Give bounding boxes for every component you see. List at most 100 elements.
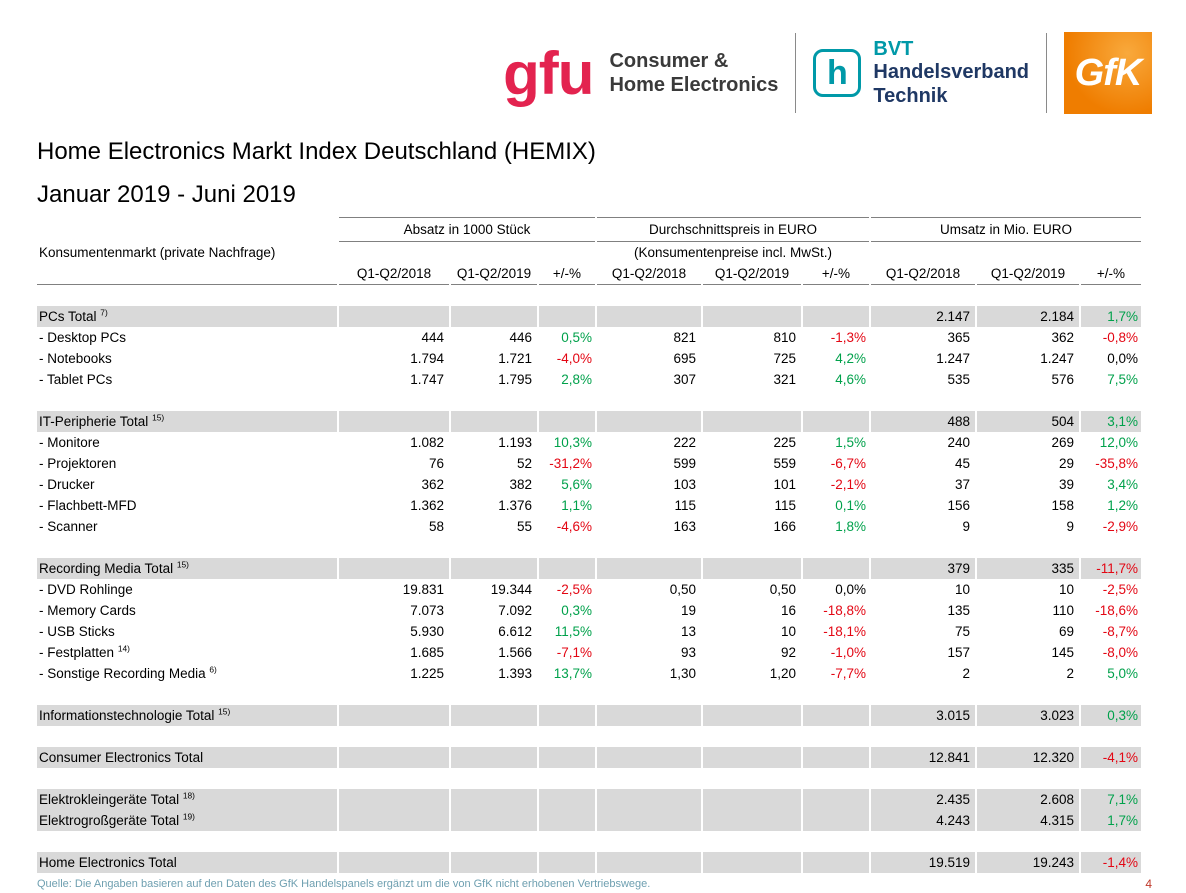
value-cell: 1.082: [410, 435, 444, 450]
value-cell: 2: [1066, 666, 1074, 681]
value-cell: 365: [947, 330, 970, 345]
pct-cell: 1,2%: [1107, 498, 1138, 513]
value-cell: 55: [516, 519, 532, 534]
value-cell: [451, 810, 537, 831]
value-cell: 362: [1051, 330, 1074, 345]
spacer-row: [37, 537, 1141, 558]
section-row: Informationstechnologie Total 15) 3.015 3.…: [37, 705, 1141, 726]
item-row: - Tablet PCs 1.747 1.795 2,8% 307 321 4,6% 535 5…: [37, 369, 1141, 390]
value-cell: 110: [1052, 603, 1074, 618]
value-cell: 1.247: [936, 351, 970, 366]
spacer-cell: [37, 285, 1141, 306]
value-cell: [703, 810, 801, 831]
value-cell: [703, 747, 801, 768]
gfu-wordmark: gfu: [503, 39, 594, 107]
pct-cell: -8,0%: [1102, 645, 1138, 660]
spacer-cell: [37, 768, 1141, 789]
value-cell: 52: [516, 456, 532, 471]
value-cell: 1.362: [410, 498, 444, 513]
group-subtitle-preis: (Konsumentenpreise incl. MwSt.): [633, 244, 833, 260]
value-cell: [339, 852, 449, 873]
value-cell: 810: [773, 330, 796, 345]
section-row: IT-Peripherie Total 15) 488 504 3,1%: [37, 411, 1141, 432]
value-cell: [339, 411, 449, 432]
value-cell: 695: [673, 351, 696, 366]
pct-cell: 13,7%: [553, 666, 592, 681]
gfu-tagline: Consumer & Home Electronics: [609, 49, 778, 97]
value-cell: 39: [1058, 477, 1074, 492]
pct-cell: -2,5%: [1102, 582, 1138, 597]
pct-cell: 0,0%: [1107, 351, 1138, 366]
row-label: Consumer Electronics Total: [37, 747, 337, 768]
value-cell: 10: [1058, 582, 1074, 597]
item-row: - Festplatten 14) 1.685 1.566 -7,1% 93 92 -1,0…: [37, 642, 1141, 663]
pct-cell: 12,0%: [1099, 435, 1138, 450]
value-cell: 1.247: [1040, 351, 1074, 366]
value-cell: [703, 306, 801, 327]
column-header-preis-pct: +/-%: [803, 262, 869, 285]
value-cell: [451, 789, 537, 810]
item-row: - Monitore 1.082 1.193 10,3% 222 225 1,5% 240 26…: [37, 432, 1141, 453]
row-label: - Scanner: [39, 519, 98, 534]
value-cell: 19.243: [977, 852, 1079, 873]
pct-cell: 1,5%: [835, 435, 866, 450]
footnote-marker: 18): [182, 790, 195, 801]
footnote-marker: 6): [209, 664, 217, 675]
value-cell: 821: [673, 330, 696, 345]
group-subtitle-umsatz: [871, 242, 1141, 262]
bvt-text: BVT Handelsverband Technik: [873, 38, 1029, 109]
value-cell: 1.795: [498, 372, 532, 387]
value-cell: [451, 558, 537, 579]
item-row: - Scanner 58 55 -4,6% 163 166 1,8% 9 9 -2,9%: [37, 516, 1141, 537]
pct-cell: 5,0%: [1107, 666, 1138, 681]
pct-cell: -7,7%: [830, 666, 866, 681]
value-cell: 145: [1051, 645, 1074, 660]
value-cell: [703, 789, 801, 810]
pct-cell: 1,8%: [835, 519, 866, 534]
value-cell: 1.685: [410, 645, 444, 660]
group-title-preis: Durchschnittspreis in EURO: [597, 217, 869, 242]
value-cell: 157: [947, 645, 970, 660]
pct-cell: -1,3%: [830, 330, 866, 345]
value-cell: 444: [421, 330, 444, 345]
column-header-absatz-2018: Q1-Q2/2018: [339, 262, 449, 285]
row-label: - Tablet PCs: [39, 372, 113, 387]
row-label: - Notebooks: [39, 351, 112, 366]
footnote-marker: 15): [152, 412, 165, 423]
row-label: Recording Media Total 15): [37, 558, 337, 579]
pct-cell: -1,4%: [1081, 852, 1141, 873]
value-cell: 3.015: [871, 705, 975, 726]
spacer-cell: [37, 390, 1141, 411]
value-cell: 166: [773, 519, 796, 534]
value-cell: 9: [1066, 519, 1074, 534]
value-cell: 9: [962, 519, 970, 534]
bvt-h-icon: h: [813, 49, 862, 97]
spacer-row: [37, 768, 1141, 789]
value-cell: 1.393: [498, 666, 532, 681]
value-cell: [451, 306, 537, 327]
value-cell: [597, 789, 701, 810]
value-cell: 5.930: [410, 624, 444, 639]
row-label: IT-Peripherie Total 15): [37, 411, 337, 432]
column-header-preis-2018: Q1-Q2/2018: [597, 262, 701, 285]
value-cell: 504: [977, 411, 1079, 432]
value-cell: 4.315: [977, 810, 1079, 831]
hemix-table: Absatz in 1000 Stück Durchschnittspreis …: [35, 217, 1143, 873]
pct-cell: -2,9%: [1102, 519, 1138, 534]
row-label: - DVD Rohlinge: [39, 582, 133, 597]
value-cell: 101: [773, 477, 796, 492]
pct-cell: 5,6%: [561, 477, 592, 492]
value-cell: 725: [773, 351, 796, 366]
pct-cell: [539, 747, 595, 768]
row-label: - Festplatten 14): [39, 643, 130, 660]
value-cell: 93: [680, 645, 696, 660]
pct-cell: -2,1%: [830, 477, 866, 492]
bvt-line2: Technik: [873, 84, 948, 107]
value-cell: 12.841: [871, 747, 975, 768]
page-number: 4: [1145, 877, 1152, 891]
value-cell: 382: [509, 477, 532, 492]
value-cell: [339, 306, 449, 327]
value-cell: 240: [947, 435, 970, 450]
value-cell: 115: [774, 498, 796, 513]
